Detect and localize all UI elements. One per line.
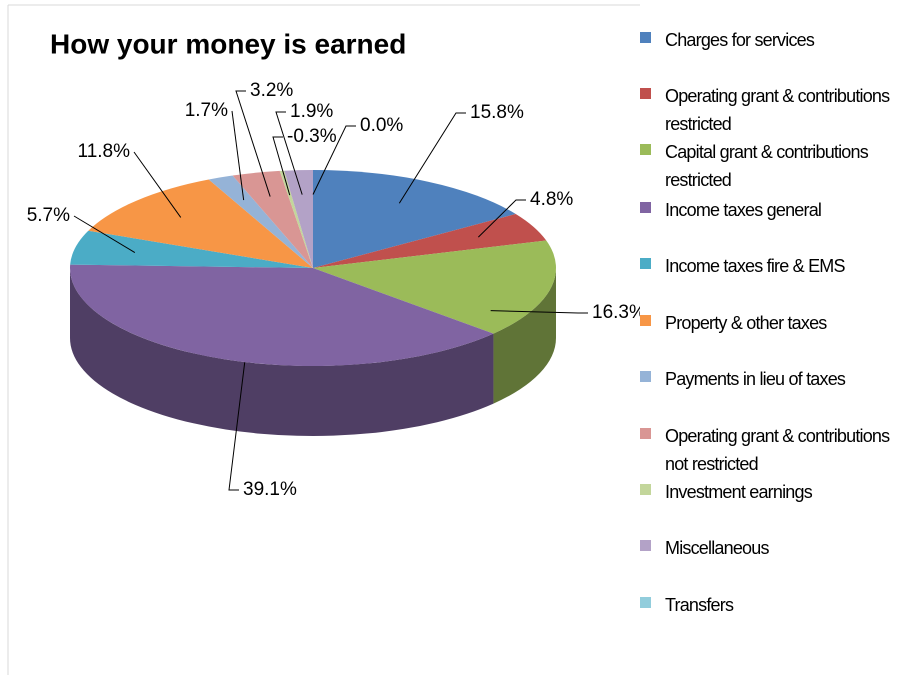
legend-label: Operating grant & contributions restrict… [665,86,890,134]
legend-swatch [640,258,651,269]
legend-swatch [640,540,651,551]
data-label: 3.2% [250,80,293,101]
data-label: 39.1% [243,479,297,500]
leader-line [133,151,182,218]
legend-swatch [640,88,651,99]
pie-side [493,268,556,404]
pie-slice [232,170,313,268]
legend-label: Income taxes fire & EMS [665,256,845,276]
legend-swatch [640,428,651,439]
legend-swatch [640,597,651,608]
pie-slice [284,170,313,268]
pie-slice [279,170,313,268]
legend-swatch [640,144,651,155]
data-label: 11.8% [78,141,131,162]
data-label: 16.3% [592,302,640,323]
data-label: 4.8% [530,189,573,210]
leader-line [477,199,526,238]
pie-slice [313,170,516,268]
leader-line [228,362,246,491]
pie-slice [208,175,313,268]
legend-label: Payments in lieu of taxes [665,369,846,389]
chart: How your money is earned 15.8% 4.8% 16.3% 3… [7,4,640,675]
data-label: 5.7% [27,205,70,226]
data-label: 1.9% [290,101,333,122]
leader-line [235,90,271,197]
legend-swatch [640,484,651,495]
pie-slice [70,264,494,367]
legend-label: Operating grant & contributions not rest… [665,426,890,474]
legend-swatch [640,202,651,213]
legend-swatch [640,315,651,326]
data-label: 0.0% [360,115,403,136]
leader-line [73,215,136,253]
legend-label: Capital grant & contributions restricted [665,142,869,190]
leader-line [398,112,466,204]
data-label: 1.7% [185,100,228,121]
legend-label: Investment earnings [665,482,813,502]
legend-label: Property & other taxes [665,313,827,333]
legend-label: Income taxes general [665,200,822,220]
leader-line [275,111,303,195]
pie-slice [70,230,313,268]
leader-line [312,125,356,195]
chart-title: How your money is earned [50,28,406,59]
legend-swatch [640,32,651,43]
data-label: -0.3% [287,126,337,147]
pie-side [70,268,494,436]
legend: Charges for services Operating grant & co… [640,0,899,675]
leader-line [272,136,291,196]
pie-slice [88,179,313,268]
leader-line [490,310,588,314]
legend-label: Charges for services [665,30,815,50]
legend-label: Miscellaneous [665,538,769,558]
leader-line [231,110,245,201]
legend-label: Transfers [665,595,734,615]
data-label: 15.8% [470,102,524,123]
legend-swatch [640,371,651,382]
